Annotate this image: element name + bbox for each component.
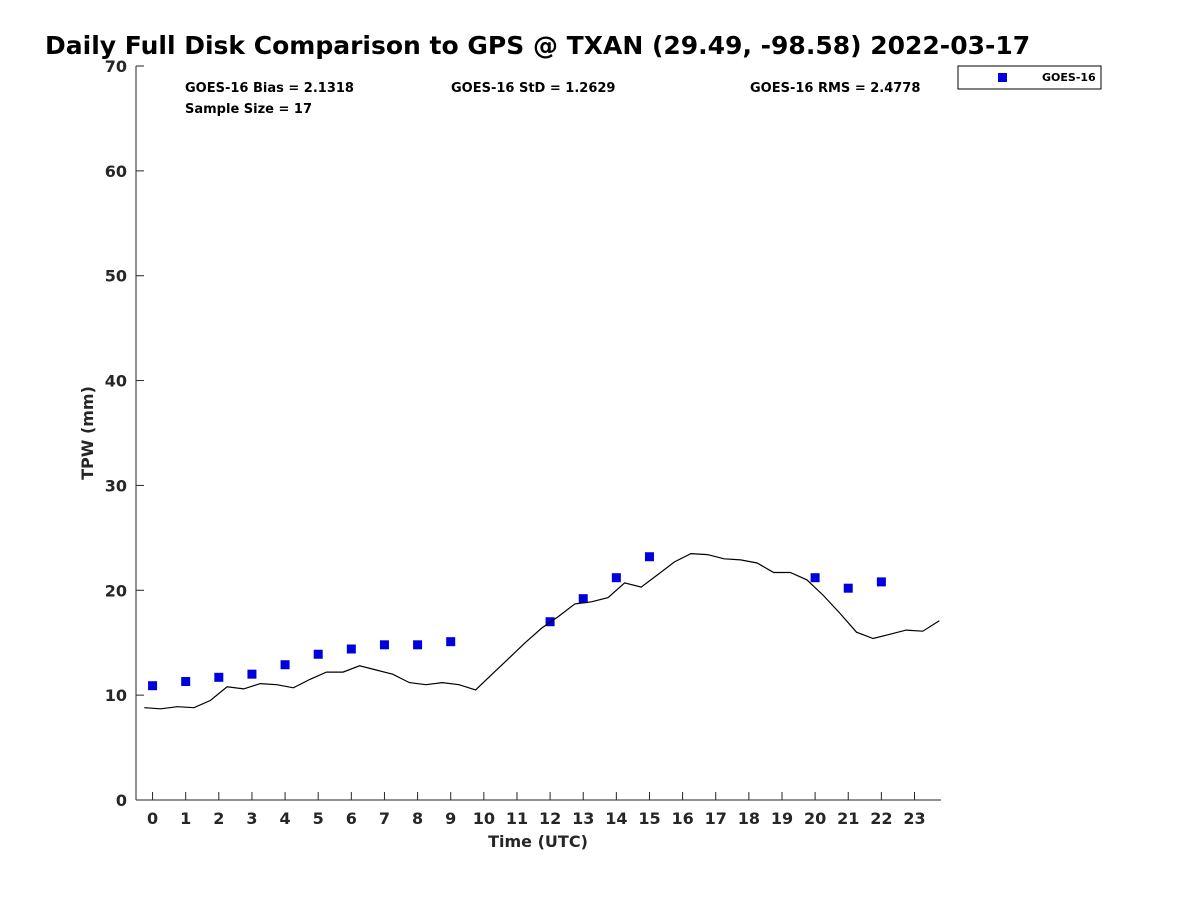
- x-tick-label: 11: [506, 809, 528, 828]
- y-axis-label: TPW (mm): [78, 386, 97, 480]
- stat-rms: GOES-16 RMS = 2.4778: [750, 81, 920, 96]
- x-tick-label: 0: [147, 809, 158, 828]
- plot-frame: [135, 66, 941, 801]
- x-tick-label: 19: [771, 809, 793, 828]
- x-tick-label: 12: [539, 809, 561, 828]
- x-tick-label: 8: [412, 809, 423, 828]
- goes16-data-point: [611, 573, 621, 583]
- stat-bias: GOES-16 Bias = 2.1318: [185, 81, 354, 96]
- goes16-data-point: [148, 681, 158, 691]
- y-tick-label: 50: [105, 267, 127, 286]
- goes16-data-point: [843, 583, 853, 593]
- y-tick-label: 0: [116, 791, 127, 810]
- x-tick-label: 23: [903, 809, 925, 828]
- x-tick-label: 20: [804, 809, 826, 828]
- x-tick-label: 5: [313, 809, 324, 828]
- y-tick-label: 60: [105, 162, 127, 181]
- goes16-data-point: [280, 660, 290, 670]
- x-tick-label: 7: [379, 809, 390, 828]
- x-axis-label: Time (UTC): [488, 832, 588, 851]
- x-tick-label: 3: [246, 809, 257, 828]
- x-tick-label: 15: [638, 809, 660, 828]
- goes16-data-point: [644, 552, 654, 562]
- gps-tpw-line: [144, 552, 940, 710]
- y-tick-label: 30: [105, 476, 127, 495]
- series-layer: [144, 552, 940, 710]
- stat-std: GOES-16 StD = 1.2629: [451, 81, 615, 96]
- goes16-data-point: [446, 637, 456, 647]
- x-tick-label: 18: [738, 809, 760, 828]
- goes16-data-point: [578, 594, 588, 604]
- x-tick-label: 16: [671, 809, 693, 828]
- goes16-data-point: [876, 577, 886, 587]
- stat-sample-size: Sample Size = 17: [185, 102, 312, 117]
- y-tick-label: 20: [105, 581, 127, 600]
- x-tick-label: 9: [445, 809, 456, 828]
- x-tick-label: 1: [180, 809, 191, 828]
- legend: GOES-16: [957, 65, 1102, 90]
- goes16-data-point: [181, 677, 191, 687]
- goes16-data-point: [247, 669, 257, 679]
- goes16-data-point: [379, 640, 389, 650]
- goes16-data-point: [346, 644, 356, 654]
- x-axis: 0 1 2 3 4 5 6 7 8 9 10 11 12 13 14 15 16 17 18 19 20 21 22 23: [147, 792, 926, 828]
- goes16-data-point: [810, 573, 820, 583]
- x-tick-label: 10: [473, 809, 495, 828]
- x-tick-label: 17: [705, 809, 727, 828]
- x-tick-label: 21: [837, 809, 859, 828]
- x-tick-label: 4: [280, 809, 291, 828]
- goes16-data-point: [214, 672, 224, 682]
- y-tick-label: 10: [105, 686, 127, 705]
- x-tick-label: 2: [213, 809, 224, 828]
- x-tick-label: 6: [346, 809, 357, 828]
- legend-label-goes16: GOES-16: [1042, 71, 1096, 84]
- legend-box: [957, 65, 1102, 90]
- x-tick-label: 13: [572, 809, 594, 828]
- legend-marker-goes16: [998, 73, 1007, 82]
- x-tick-label: 14: [605, 809, 627, 828]
- goes16-data-point: [313, 649, 323, 659]
- y-axis: 0 10 20 30 40 50 60 70: [105, 57, 144, 810]
- chart-title: Daily Full Disk Comparison to GPS @ TXAN…: [45, 31, 1030, 60]
- goes16-data-point: [413, 640, 423, 650]
- y-tick-label: 40: [105, 372, 127, 391]
- y-tick-label: 70: [105, 57, 127, 76]
- x-tick-label: 22: [870, 809, 892, 828]
